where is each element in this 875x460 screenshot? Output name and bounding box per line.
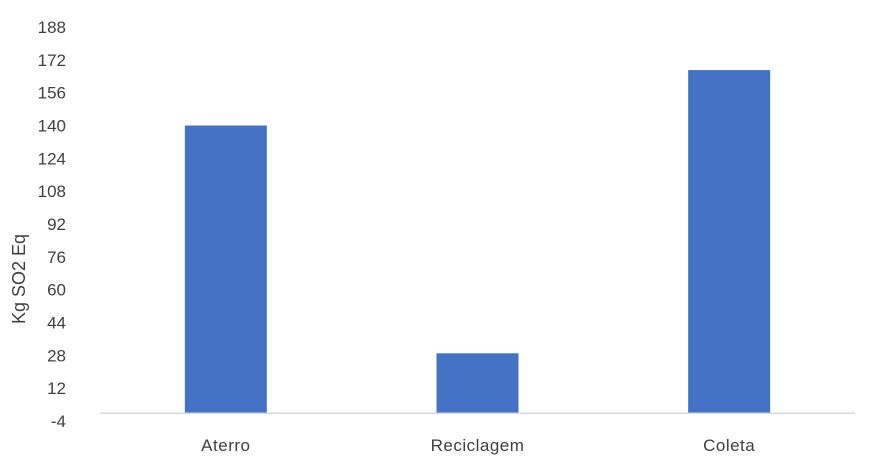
y-tick-label: 172 — [38, 51, 66, 70]
bars — [184, 70, 771, 413]
y-tick-label: -4 — [51, 412, 66, 431]
y-tick-label: 108 — [38, 182, 66, 201]
x-tick-label-coleta: Coleta — [703, 436, 755, 455]
y-axis-ticks: -4 12 28 44 60 76 92 108 124 140 156 172 188 — [38, 18, 66, 431]
x-axis-labels: Aterro Reciclagem Coleta — [201, 436, 755, 455]
y-axis-title: Kg SO2 Eq — [9, 234, 29, 324]
bar-coleta — [688, 70, 771, 413]
y-tick-label: 188 — [38, 18, 66, 37]
y-tick-label: 156 — [38, 84, 66, 103]
y-tick-label: 44 — [47, 314, 66, 333]
y-tick-label: 92 — [47, 215, 66, 234]
y-tick-label: 28 — [47, 346, 66, 365]
y-tick-label: 140 — [38, 117, 66, 136]
bar-reciclagem — [436, 353, 519, 413]
y-tick-label: 124 — [38, 149, 66, 168]
x-tick-label-reciclagem: Reciclagem — [431, 436, 525, 455]
y-tick-label: 60 — [47, 281, 66, 300]
y-tick-label: 76 — [47, 248, 66, 267]
y-tick-label: 12 — [47, 379, 66, 398]
bar-aterro — [184, 125, 267, 413]
x-tick-label-aterro: Aterro — [201, 436, 250, 455]
